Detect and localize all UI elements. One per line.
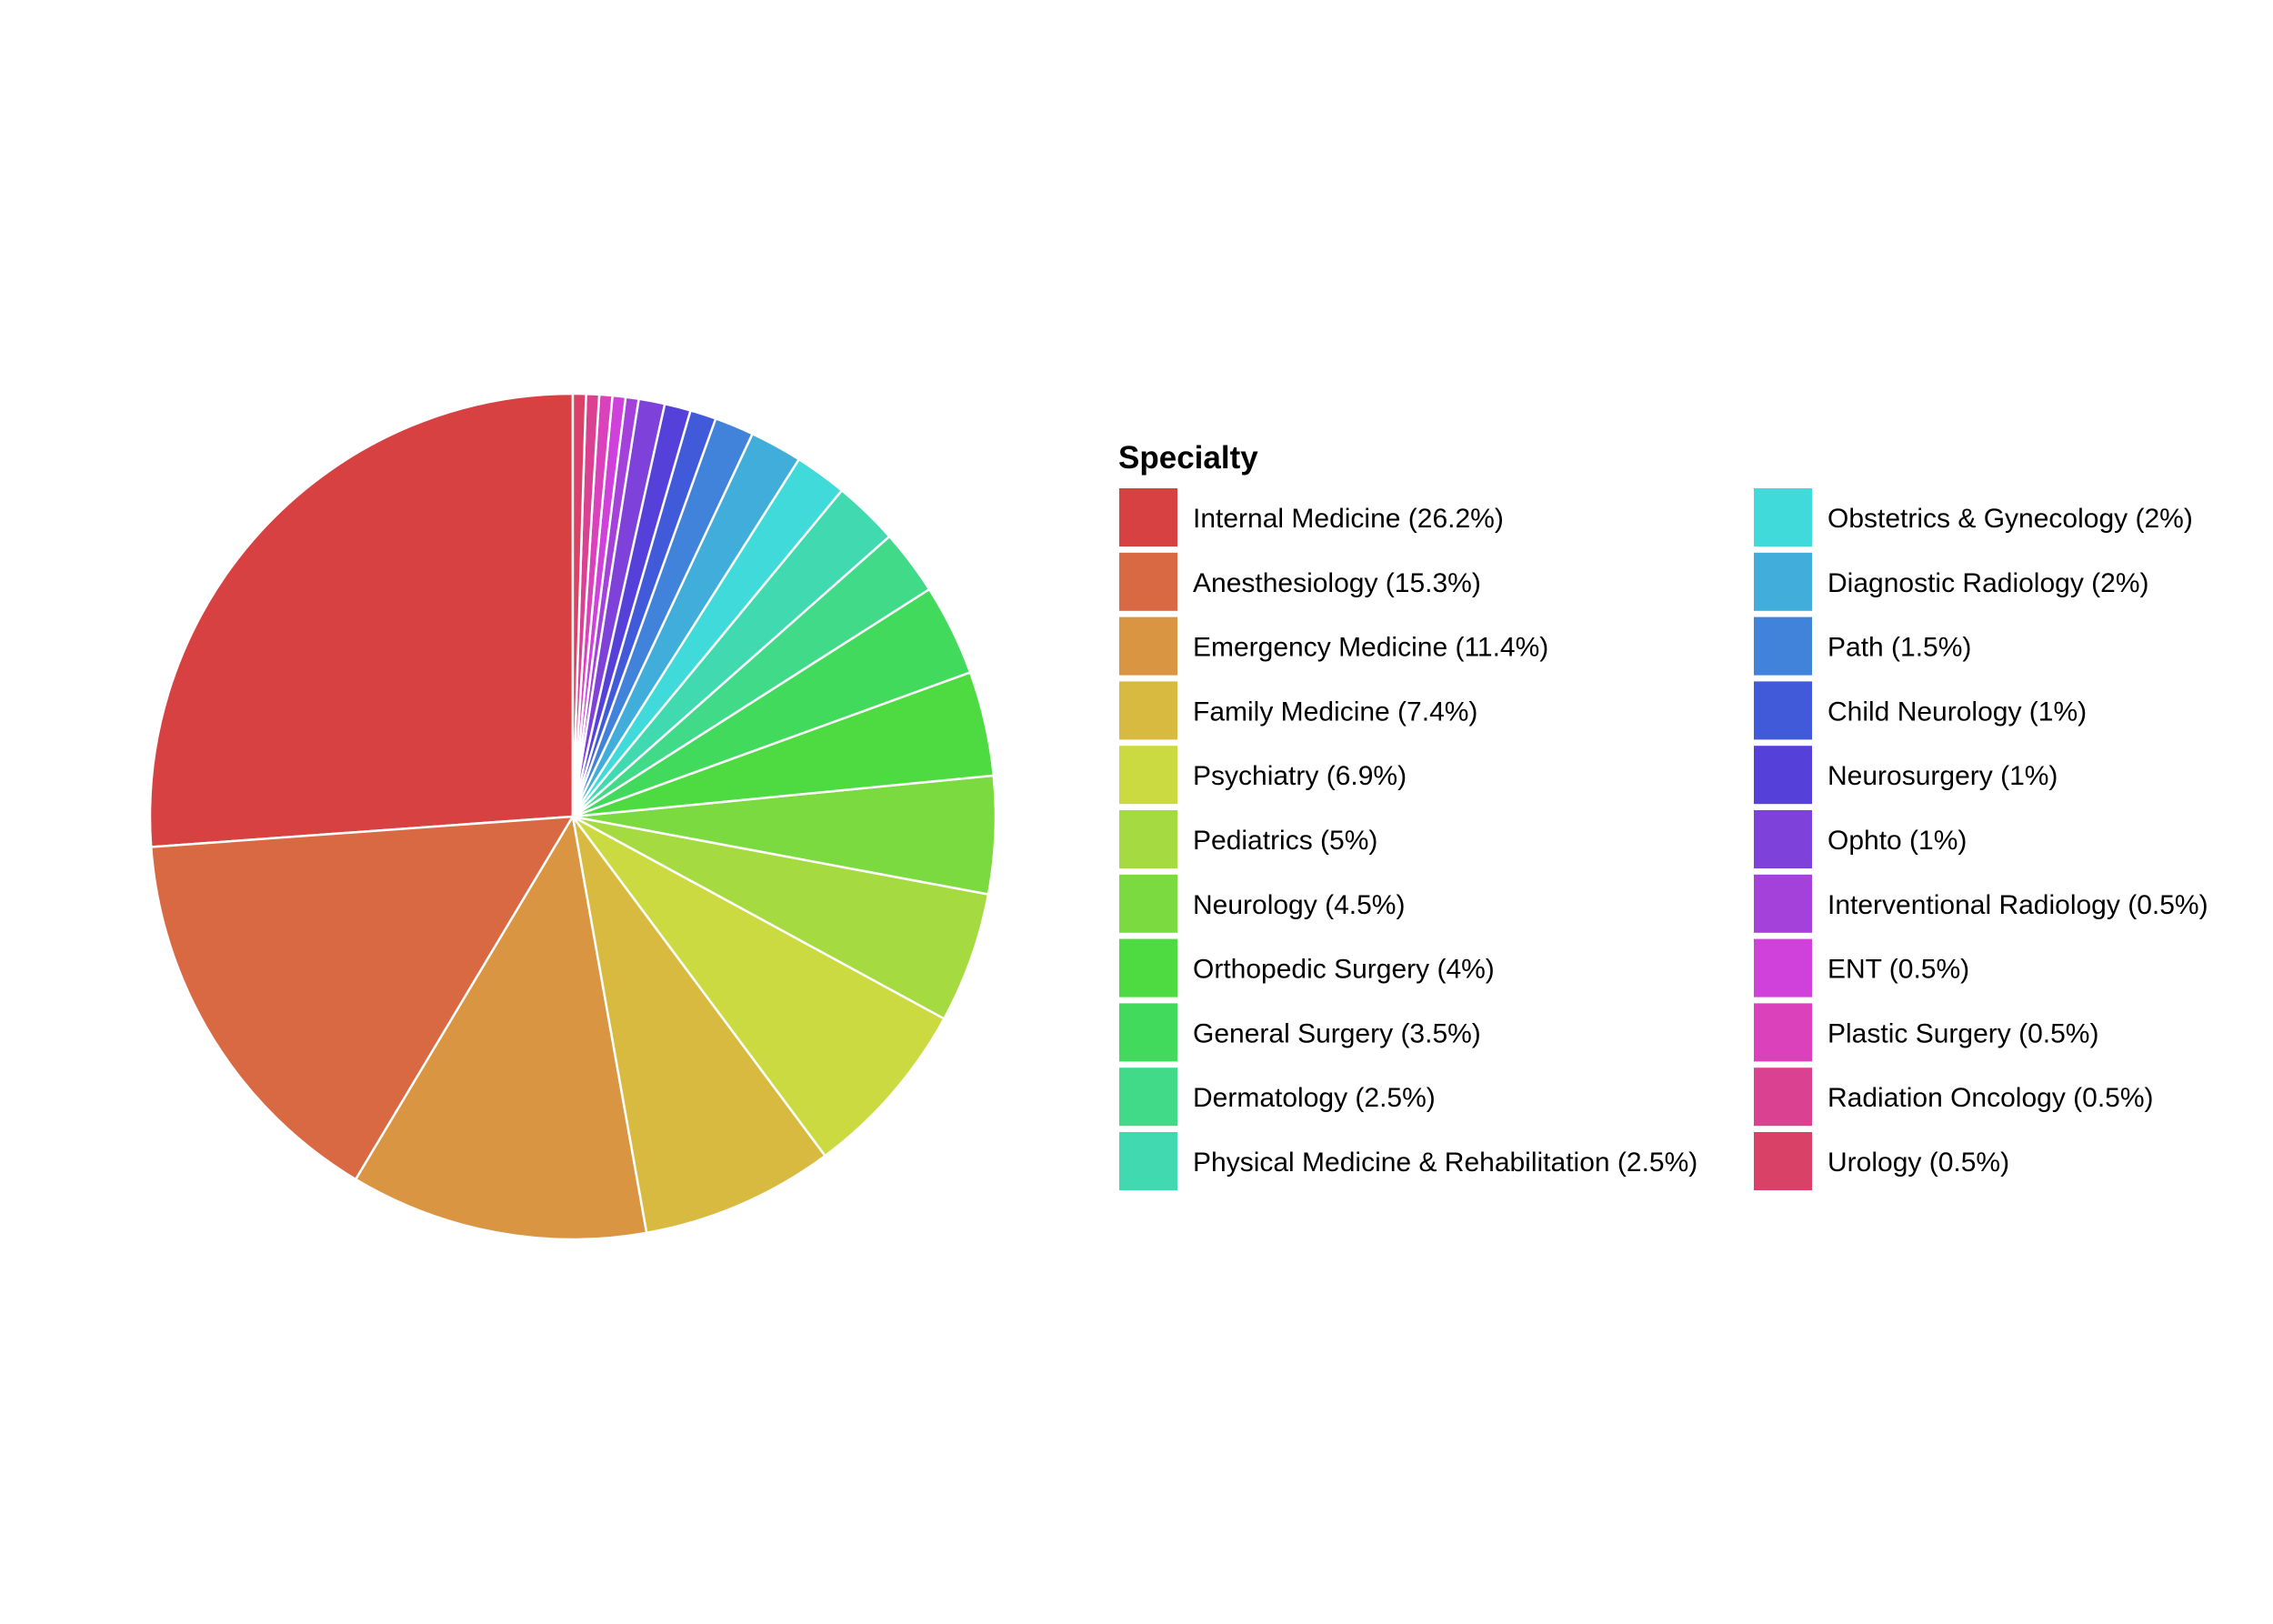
- legend-key-physical-medicine-and-rehabilitation: [1117, 1130, 1179, 1192]
- legend-key-neurology: [1117, 872, 1179, 935]
- legend-key-psychiatry: [1117, 744, 1179, 807]
- legend-label-general-surgery: General Surgery (3.5%): [1193, 1018, 1481, 1048]
- legend-key-diagnostic-radiology: [1752, 550, 1814, 613]
- legend-label-neurosurgery: Neurosurgery (1%): [1827, 761, 2058, 791]
- legend: Specialty Internal Medicine (26.2%) Anest…: [1117, 440, 2208, 1192]
- legend-label-orthopedic-surgery: Orthopedic Surgery (4%): [1193, 955, 1495, 985]
- legend-title: Specialty: [1118, 440, 1258, 476]
- pie-slice-urology: [571, 392, 587, 818]
- legend-label-plastic-surgery: Plastic Surgery (0.5%): [1827, 1018, 2098, 1048]
- legend-label-path: Path (1.5%): [1827, 633, 1971, 663]
- legend-key-general-surgery: [1117, 1001, 1179, 1064]
- legend-label-dermatology: Dermatology (2.5%): [1193, 1083, 1436, 1113]
- legend-key-ophto: [1752, 808, 1814, 870]
- pie-slice-psychiatry: [571, 815, 946, 1158]
- pie-slice-pediatrics: [571, 815, 990, 1020]
- legend-key-emergency-medicine: [1117, 615, 1179, 677]
- legend-label-anesthesiology: Anesthesiology (15.3%): [1193, 568, 1481, 598]
- legend-label-neurology: Neurology (4.5%): [1193, 890, 1405, 920]
- legend-key-interventional-radiology: [1752, 872, 1814, 935]
- legend-label-pediatrics: Pediatrics (5%): [1193, 826, 1377, 856]
- legend-key-anesthesiology: [1117, 550, 1179, 613]
- pie-slice-family-medicine: [571, 815, 826, 1235]
- legend-key-radiation-oncology: [1752, 1066, 1814, 1128]
- legend-key-urology: [1752, 1130, 1814, 1192]
- pie-slice-anesthesiology: [149, 815, 575, 1181]
- legend-key-obstetrics-and-gynecology: [1752, 486, 1814, 548]
- legend-label-radiation-oncology: Radiation Oncology (0.5%): [1827, 1083, 2154, 1113]
- legend-key-internal-medicine: [1117, 486, 1179, 548]
- legend-key-orthopedic-surgery: [1117, 937, 1179, 999]
- legend-key-ent: [1752, 937, 1814, 999]
- legend-key-dermatology: [1117, 1066, 1179, 1128]
- pie-slice-emergency-medicine: [354, 815, 648, 1241]
- legend-key-pediatrics: [1117, 808, 1179, 870]
- legend-label-ent: ENT (0.5%): [1827, 955, 1969, 985]
- pie-slices: [148, 392, 997, 1241]
- legend-label-internal-medicine: Internal Medicine (26.2%): [1193, 504, 1504, 534]
- legend-label-ophto: Ophto (1%): [1827, 826, 1967, 856]
- legend-key-path: [1752, 615, 1814, 677]
- legend-label-diagnostic-radiology: Diagnostic Radiology (2%): [1827, 568, 2149, 598]
- legend-key-child-neurology: [1752, 679, 1814, 742]
- legend-label-obstetrics-and-gynecology: Obstetrics & Gynecology (2%): [1827, 504, 2193, 534]
- legend-label-family-medicine: Family Medicine (7.4%): [1193, 697, 1477, 727]
- legend-label-physical-medicine-and-rehabilitation: Physical Medicine & Rehabilitation (2.5%…: [1193, 1148, 1697, 1178]
- legend-label-child-neurology: Child Neurology (1%): [1827, 697, 2087, 727]
- legend-label-emergency-medicine: Emergency Medicine (11.4%): [1193, 633, 1548, 663]
- legend-key-plastic-surgery: [1752, 1001, 1814, 1064]
- legend-key-neurosurgery: [1752, 744, 1814, 807]
- legend-label-urology: Urology (0.5%): [1827, 1148, 2009, 1178]
- legend-label-interventional-radiology: Interventional Radiology (0.5%): [1827, 890, 2208, 920]
- legend-label-psychiatry: Psychiatry (6.9%): [1193, 761, 1407, 791]
- legend-key-family-medicine: [1117, 679, 1179, 742]
- legend-items: Internal Medicine (26.2%) Anesthesiology …: [1117, 486, 2208, 1192]
- pie-slice-internal-medicine: [148, 392, 575, 848]
